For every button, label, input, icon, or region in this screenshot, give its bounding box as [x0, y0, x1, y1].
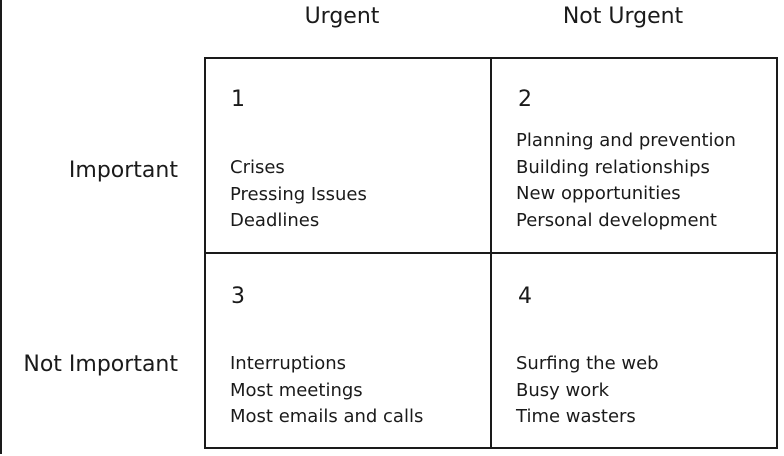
quadrant-item: Busy work — [516, 379, 610, 401]
quadrant-item-list: Crises Pressing Issues Deadlines — [230, 155, 367, 235]
quadrant-item: Building relationships — [516, 156, 710, 178]
quadrant-number: 3 — [231, 284, 245, 309]
quadrant-item-list: Planning and prevention Building relatio… — [516, 128, 736, 234]
column-header-urgent: Urgent — [304, 4, 380, 29]
row-header-important: Important — [68, 158, 178, 183]
quadrant-number: 1 — [231, 87, 245, 112]
column-header-not-urgent: Not Urgent — [562, 4, 684, 29]
quadrant-item: Crises — [230, 157, 285, 178]
quadrant-item: Surfing the web — [516, 353, 659, 374]
quadrant-item: Time wasters — [516, 406, 636, 427]
quadrant-item-list: Surfing the web Busy work Time wasters — [516, 351, 659, 431]
row-header-not-important: Not Important — [23, 352, 178, 377]
quadrant-item: Personal development — [516, 209, 717, 231]
quadrant-number: 2 — [518, 87, 532, 112]
quadrant-number: 4 — [518, 284, 532, 309]
matrix-horizontal-divider — [204, 252, 778, 254]
quadrant-item: Most emails and calls — [230, 406, 424, 427]
quadrant-item: Interruptions — [230, 353, 347, 374]
quadrant-item: Pressing Issues — [230, 183, 367, 205]
quadrant-item-list: Interruptions Most meetings Most emails … — [230, 351, 423, 431]
quadrant-item: Most meetings — [230, 379, 363, 401]
quadrant-item: Planning and prevention — [516, 130, 736, 151]
quadrant-item: Deadlines — [230, 210, 320, 231]
quadrant-item: New opportunities — [516, 183, 681, 204]
